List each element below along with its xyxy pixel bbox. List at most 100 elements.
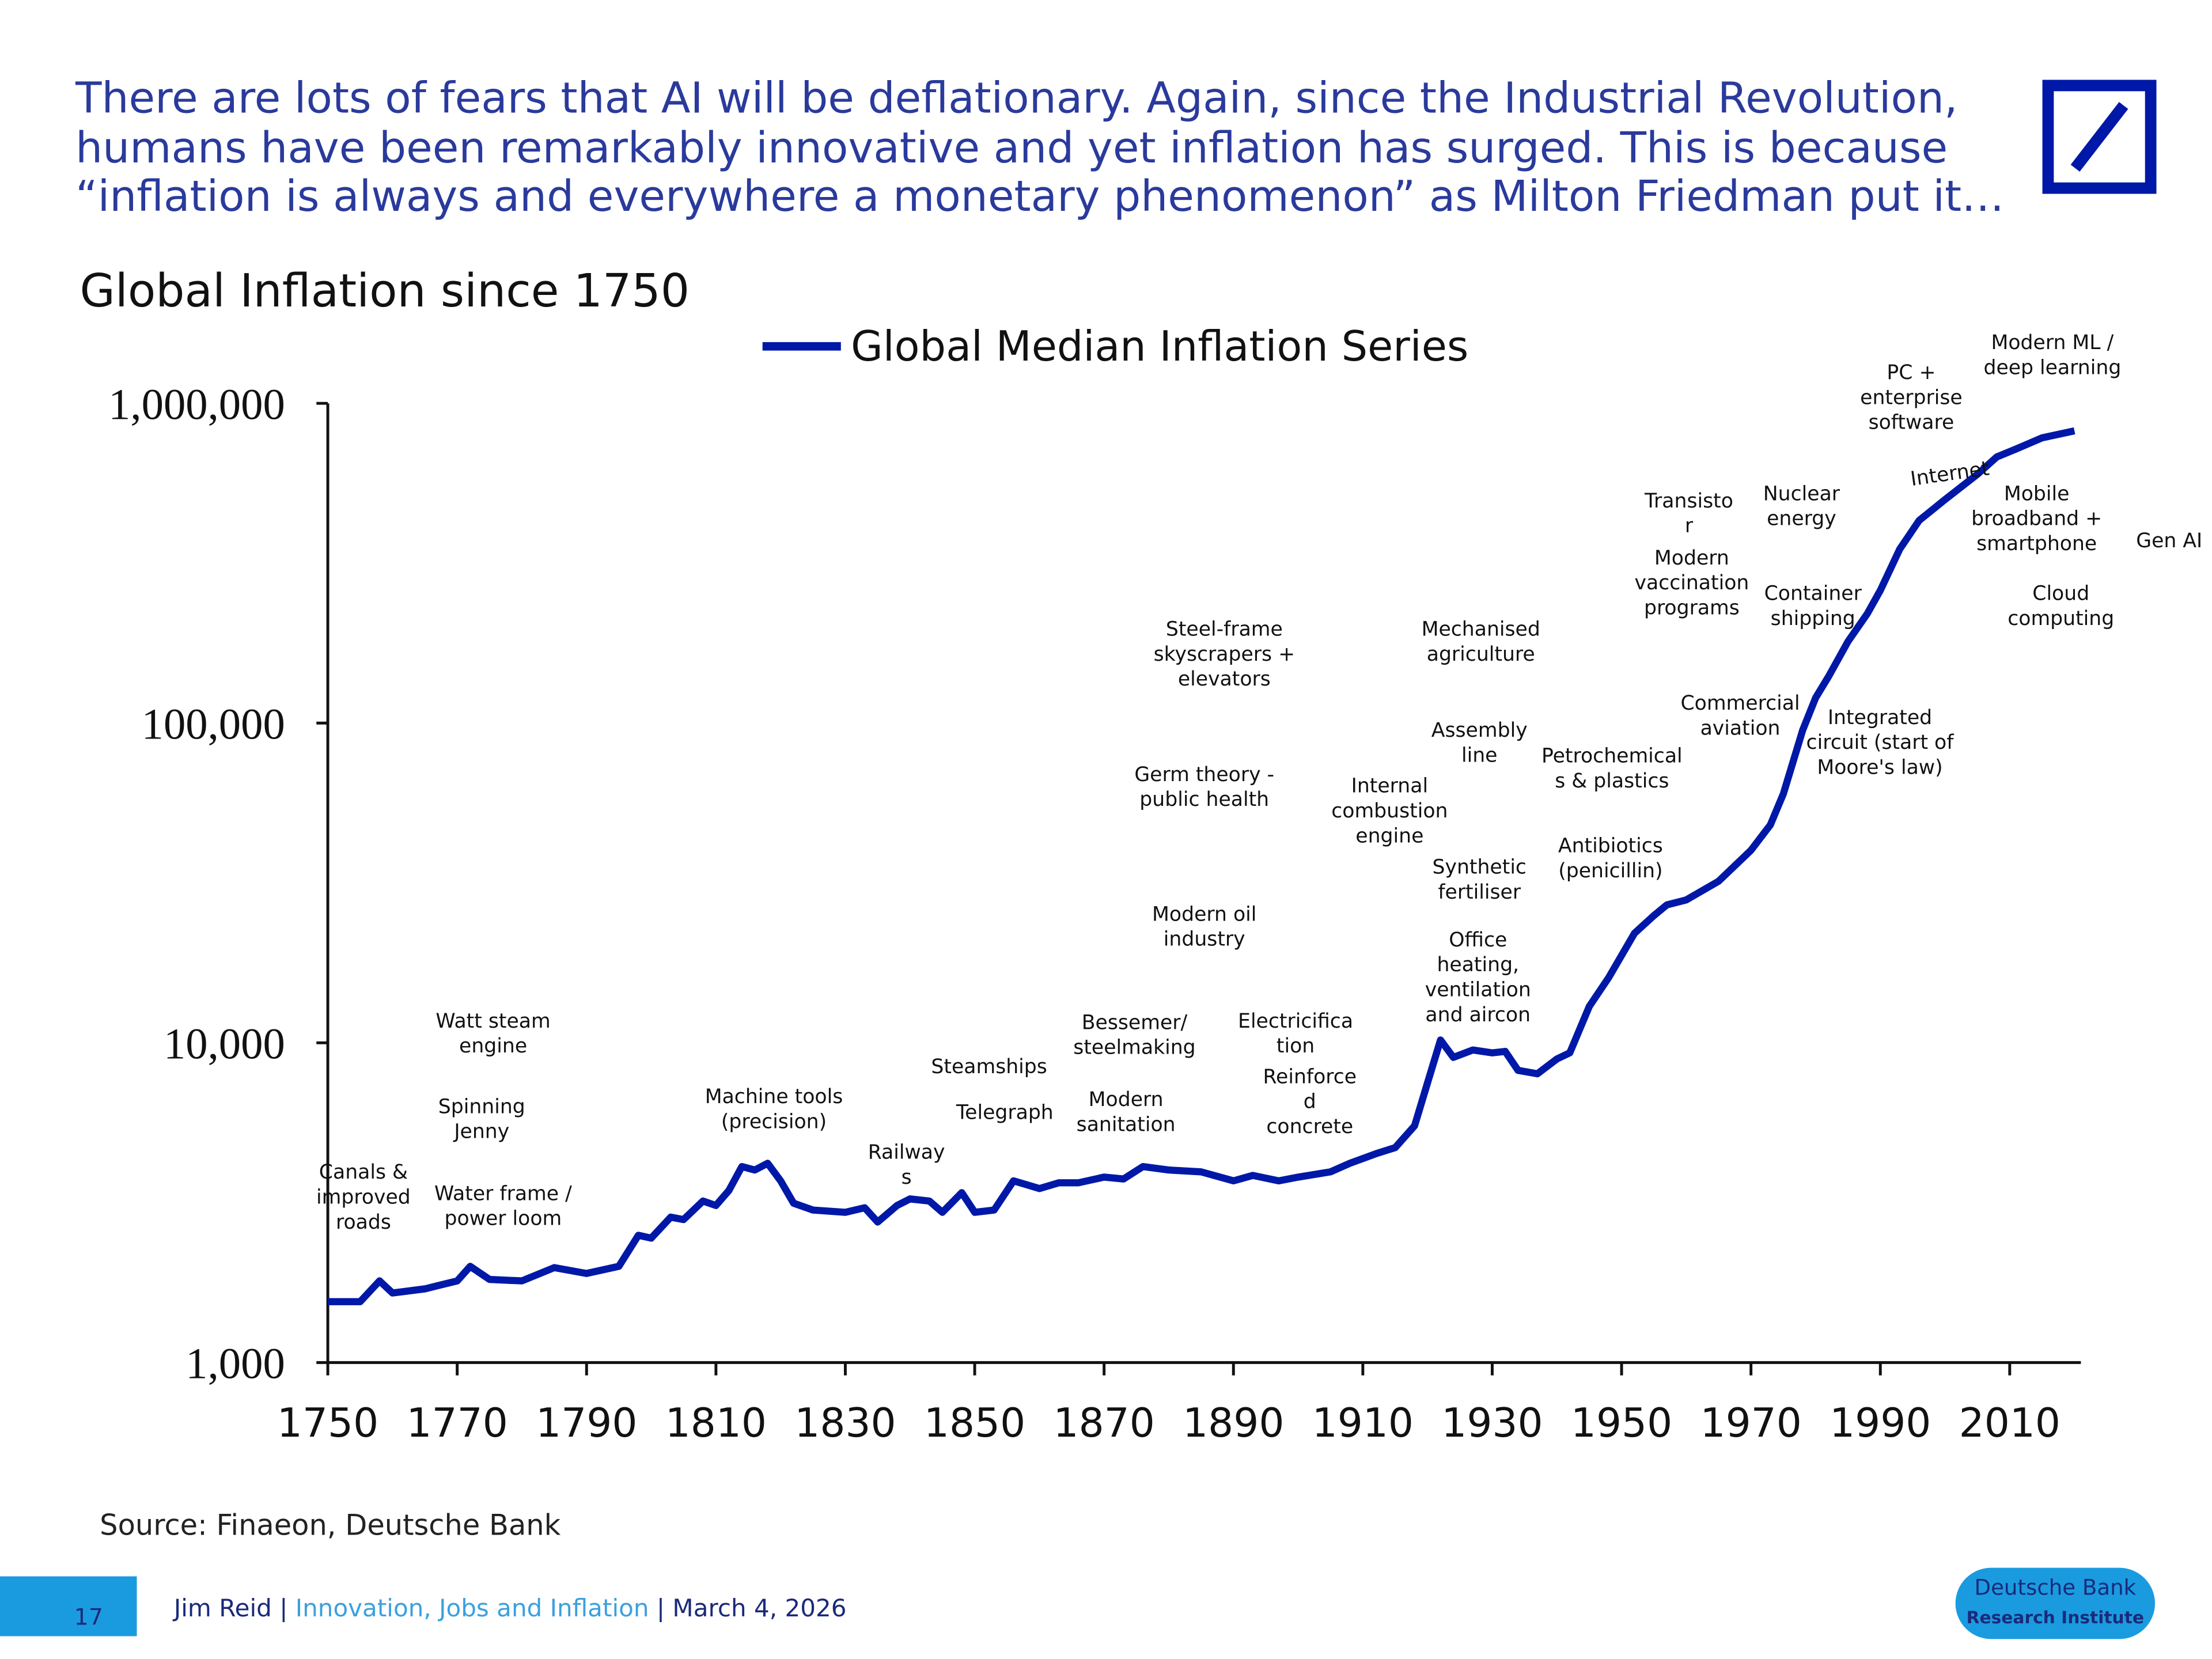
annotation-line: computing [2008,607,2114,630]
annotation-line: energy [1767,507,1836,531]
logo [2042,79,2157,194]
annotation-line: skyscrapers + [1154,643,1295,666]
annotation-line: Modern ML / [1991,331,2114,354]
footer-author: Jim Reid [172,1594,272,1622]
annotation-line: Antibiotics [1558,835,1663,858]
annotation: Machine tools(precision) [705,1085,843,1133]
annotation-line: PC + [1887,361,1936,384]
annotation-line: Container [1764,582,1862,605]
annotation-line: (precision) [721,1110,827,1133]
badge [1955,1567,2156,1639]
annotation-line: r [1685,514,1694,537]
annotation-line: public health [1139,788,1269,811]
annotation-line: s [902,1166,912,1189]
annotation-line: Steel-frame [1166,618,1283,641]
headline-line: “inflation is always and everywhere a mo… [75,171,2004,221]
x-tick-label: 1990 [1830,1400,1931,1446]
annotation-line: vaccination [1634,571,1749,594]
x-tick-label: 1790 [536,1400,637,1446]
page-number: 17 [74,1604,103,1631]
annotation-line: aviation [1700,717,1781,740]
x-tick-label: 2010 [1959,1400,2061,1446]
x-tick-label: 1950 [1571,1400,1672,1446]
annotation-line: Petrochemical [1541,745,1683,768]
annotation-line: tion [1277,1035,1315,1058]
annotation-line: Telegraph [956,1101,1054,1124]
annotation-line: combustion [1331,800,1448,823]
x-tick-label: 1930 [1441,1400,1543,1446]
annotation-line: industry [1164,928,1245,951]
annotation: Bessemer/steelmaking [1073,1011,1195,1059]
annotation-line: Nuclear [1763,482,1840,505]
annotation-line: software [1869,411,1955,434]
annotation-line: ventilation [1425,978,1531,1001]
annotation-line: deep learning [1983,356,2121,379]
y-tick-label: 10,000 [164,1020,285,1069]
annotation-line: circuit (start of [1806,731,1955,754]
y-tick-label: 1,000 [185,1339,285,1388]
headline-line: There are lots of fears that AI will be … [75,73,1957,123]
badge-line: Deutsche Bank [1975,1575,2137,1600]
annotation-line: Commercial [1680,692,1800,715]
footer-separator: | [279,1594,287,1622]
annotation-line: s & plastics [1555,770,1669,793]
annotation-line: concrete [1266,1115,1353,1138]
annotation-line: Modern [1654,547,1729,570]
annotation-line: steelmaking [1073,1036,1195,1059]
annotation-line: Germ theory - [1134,763,1274,786]
annotation-line: smartphone [1976,532,2097,555]
annotation-line: heating, [1437,953,1519,976]
annotation-line: Transisto [1644,490,1733,513]
legend-label: Global Median Inflation Series [851,322,1468,370]
annotation-line: engine [1355,824,1423,847]
badge-line: Research Institute [1967,1608,2144,1628]
x-tick-label: 1770 [407,1400,508,1446]
page-tab [0,1576,137,1637]
footer-report: Innovation, Jobs and Inflation [296,1594,649,1622]
annotation-line: engine [459,1035,527,1058]
annotation-line: Synthetic [1433,856,1527,879]
annotation: Antibiotics(penicillin) [1558,835,1663,882]
annotation-line: line [1461,744,1498,767]
annotation: Water frame /power loom [434,1182,572,1230]
annotation: Modern ML /deep learning [1983,331,2121,379]
annotation-line: Assembly [1431,719,1528,742]
annotation: Telegraph [956,1101,1054,1124]
annotation-line: shipping [1771,607,1855,630]
annotation-line: Machine tools [705,1085,843,1108]
x-tick-label: 1750 [277,1400,378,1446]
annotation-line: roads [336,1211,391,1234]
annotation-line: and aircon [1425,1003,1531,1027]
annotation-line: Reinforce [1263,1065,1357,1088]
annotation-line: Moore's law) [1817,756,1942,779]
annotation-line: enterprise [1860,386,1963,409]
headline-line: humans have been remarkably innovative a… [75,123,1948,173]
x-tick-label: 1910 [1312,1400,1414,1446]
x-tick-label: 1810 [665,1400,767,1446]
annotation-line: agriculture [1427,643,1535,666]
annotation-line: broadband + [1971,507,2102,531]
plot: 1,000 10,000 100,000 1,000,000 1750 1770 1790 1… [108,331,2202,1446]
annotation-line: d [1304,1090,1316,1113]
annotation-line: Mobile [2004,482,2070,505]
annotation: Internet [1909,457,1991,491]
annotation-line: Modern [1089,1088,1164,1111]
annotation-line: Office [1449,929,1507,952]
x-tick-label: 1850 [924,1400,1025,1446]
annotation: Germ theory -public health [1134,763,1274,811]
annotation-line: Jenny [453,1120,509,1143]
annotation-line: Bessemer/ [1082,1011,1188,1034]
